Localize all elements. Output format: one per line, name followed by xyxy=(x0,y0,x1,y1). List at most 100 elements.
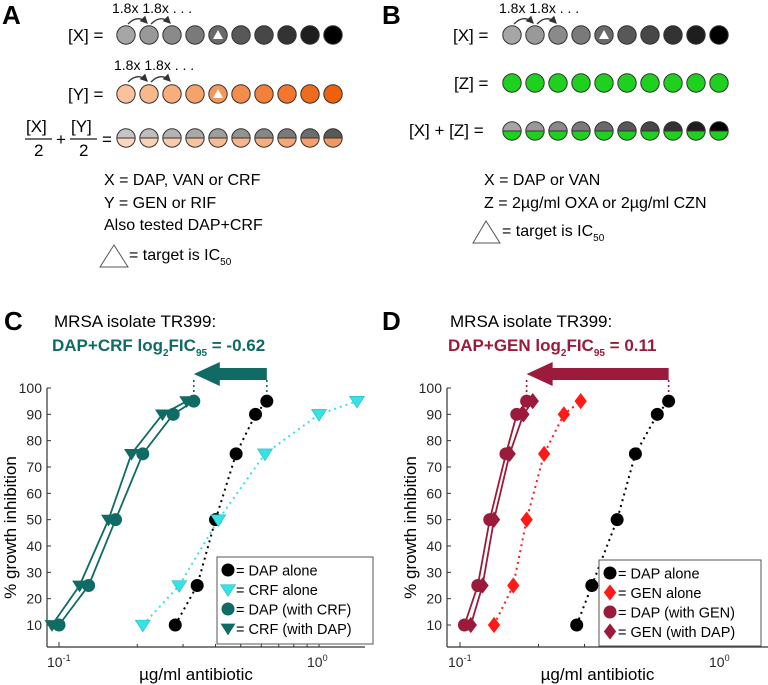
y-tick-label: 80 xyxy=(26,433,42,449)
well-bottom-half xyxy=(231,138,251,148)
chart-title: MRSA isolate TR399: xyxy=(450,312,612,331)
well-outline xyxy=(208,128,228,148)
x-tick-base: 10 xyxy=(448,654,464,670)
subtitle-value: = 0.11 xyxy=(605,336,657,355)
panel-a-target-label: = target is IC50 xyxy=(129,247,232,268)
y-concentration-well xyxy=(231,84,251,104)
well-outline xyxy=(185,128,205,148)
panel-a-step-label-x: 1.8x 1.8x . . . xyxy=(112,0,192,16)
combo-concentration-well xyxy=(323,128,343,148)
well-top-half xyxy=(502,121,522,131)
panel-a-row-combo-wells xyxy=(116,128,343,148)
well-outline xyxy=(617,121,637,141)
well-outline xyxy=(254,128,274,148)
well-top-half xyxy=(323,128,343,138)
well-top-half xyxy=(525,121,545,131)
data-point xyxy=(260,394,274,408)
panel-a: A 1.8x 1.8x . . . [X] = 1.8x 1.8x . . . … xyxy=(2,0,343,268)
combo-concentration-well xyxy=(300,128,320,148)
combo-concentration-well xyxy=(663,121,683,141)
y-tick-label: 50 xyxy=(26,512,42,528)
well-top-half xyxy=(277,128,297,138)
x-tick-exponent: -1 xyxy=(464,653,472,663)
y-tick-label: 100 xyxy=(419,380,443,396)
data-point xyxy=(537,445,551,462)
combo-concentration-well xyxy=(116,128,136,148)
x-axis-label: µg/ml antibiotic xyxy=(541,665,655,684)
y-concentration-well xyxy=(162,84,182,104)
x-concentration-well xyxy=(185,25,205,45)
x-concentration-well xyxy=(162,25,182,45)
z-concentration-well xyxy=(571,73,591,93)
combo-concentration-well xyxy=(709,121,729,141)
combo-concentration-well xyxy=(571,121,591,141)
panel-d-chart: D MRSA isolate TR399: DAP+GEN log2FIC95 = … xyxy=(382,306,768,684)
legend-marker-icon xyxy=(219,584,237,597)
subtitle-value: = -0.62 xyxy=(207,336,265,355)
x-concentration-well xyxy=(525,25,545,45)
subtitle-fic: FIC xyxy=(169,336,196,355)
target-triangle-icon xyxy=(599,30,609,39)
series-line xyxy=(493,400,582,626)
well-top-half xyxy=(709,121,729,131)
legend-marker-icon xyxy=(603,605,617,619)
x-axis-label: µg/ml antibiotic xyxy=(139,665,253,684)
x-tick-label: 100 xyxy=(307,653,328,670)
well-top-half xyxy=(185,128,205,138)
data-point xyxy=(310,409,328,422)
data-point xyxy=(557,406,571,423)
data-point xyxy=(101,514,116,527)
well-top-half xyxy=(548,121,568,131)
data-point xyxy=(124,448,139,461)
well-bottom-half xyxy=(594,131,614,141)
well-top-half xyxy=(594,121,614,131)
data-point xyxy=(190,579,204,592)
panel-a-note-1: X = DAP, VAN or CRF xyxy=(104,172,261,189)
x-concentration-well xyxy=(502,25,522,45)
x-concentration-well xyxy=(254,25,274,45)
legend-marker-icon xyxy=(603,566,617,580)
x-concentration-well xyxy=(277,25,297,45)
subtitle-sub-95: 95 xyxy=(594,348,606,359)
well-outline xyxy=(525,121,545,141)
legend-entry: = DAP (with GEN) xyxy=(618,606,735,622)
legend-entry: = GEN alone xyxy=(618,586,701,602)
combo-concentration-well xyxy=(525,121,545,141)
y-tick-label: 30 xyxy=(426,564,442,580)
well-outline xyxy=(162,128,182,148)
data-point xyxy=(72,580,88,593)
data-point xyxy=(526,393,539,410)
panel-a-note-2: Y = GEN or RIF xyxy=(104,195,216,212)
z-concentration-well xyxy=(594,73,614,93)
well-bottom-half xyxy=(254,138,274,148)
data-point xyxy=(44,620,60,632)
data-point xyxy=(570,618,584,632)
legend: = DAP alone = CRF alone = DAP (with CRF) = … xyxy=(216,556,374,645)
combo-concentration-well xyxy=(185,128,205,148)
data-point xyxy=(585,579,599,592)
data-point xyxy=(179,396,195,408)
well-outline xyxy=(231,128,251,148)
data-point xyxy=(520,511,533,528)
data-point xyxy=(610,513,624,527)
panel-b-row-x-wells xyxy=(502,25,729,45)
series-line xyxy=(51,400,188,626)
x-tick-base: 10 xyxy=(307,654,323,670)
panel-a-row-x-wells xyxy=(116,25,343,45)
data-point xyxy=(210,514,227,528)
y-tick-label: 40 xyxy=(26,538,42,554)
step-arrow-icon xyxy=(150,15,171,25)
well-bottom-half xyxy=(502,131,522,141)
data-point xyxy=(136,447,150,461)
subtitle-sub-2: 2 xyxy=(561,348,567,359)
data-point xyxy=(134,619,151,633)
combo-concentration-well xyxy=(139,128,159,148)
y-concentration-well xyxy=(116,84,136,104)
well-bottom-half xyxy=(709,131,729,141)
x-tick-label: 100 xyxy=(709,653,730,670)
z-concentration-well xyxy=(525,73,545,93)
x-tick-exponent: 0 xyxy=(725,653,730,663)
panel-a-combo-x-numerator: [X] xyxy=(26,117,47,136)
subtitle-sub-95: 95 xyxy=(196,348,208,359)
panel-b-letter: B xyxy=(382,0,401,30)
